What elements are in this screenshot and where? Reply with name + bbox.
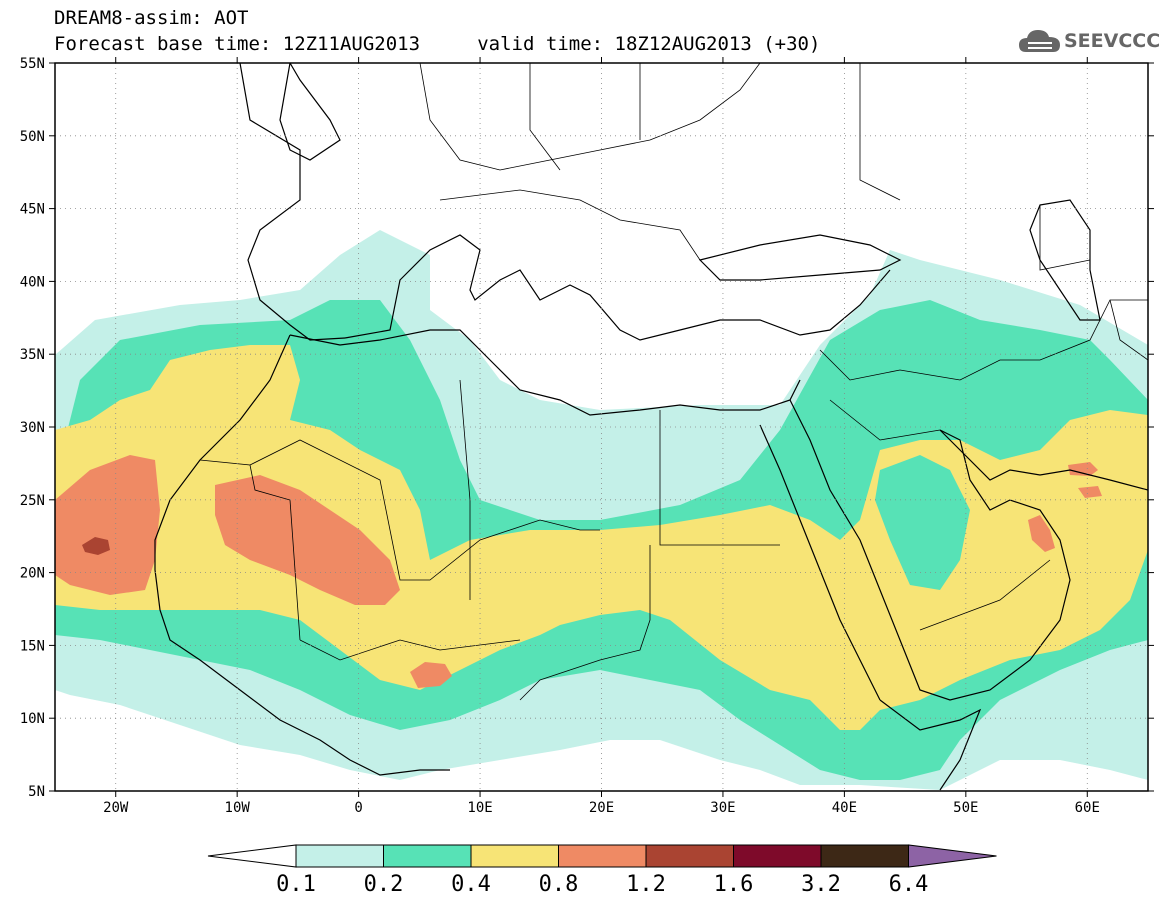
border-africa-1 <box>199 459 301 641</box>
lon-label: 40E <box>832 800 857 816</box>
aot-band-1.2 <box>82 537 110 555</box>
coast-arabia <box>789 399 1071 701</box>
lon-label: 60E <box>1075 800 1100 816</box>
lat-label: 35N <box>20 347 45 363</box>
colorbar-label: 1.2 <box>626 872 666 897</box>
border-europe-1 <box>419 63 761 171</box>
colorbar-label: 0.8 <box>539 872 579 897</box>
coast-persian-gulf <box>939 429 1148 491</box>
lon-label: 30E <box>710 800 735 816</box>
coast-west-africa <box>154 334 450 776</box>
colorbar-label: 0.1 <box>276 872 316 897</box>
colorbar-label: 0.4 <box>451 872 491 897</box>
colorbar-label: 0.2 <box>364 872 404 897</box>
lat-label: 40N <box>20 274 45 290</box>
coast-north-africa <box>289 329 801 416</box>
lat-label: 10N <box>20 711 45 727</box>
lat-labels: 55N 50N 45N 40N 35N 30N 25N 20N 15N 10N 5N <box>20 56 45 800</box>
border-africa-6 <box>299 639 521 661</box>
coast-europe-atlantic <box>239 63 346 341</box>
coast-caspian <box>1029 199 1101 321</box>
border-arabia <box>829 399 1051 631</box>
aot-band-0.8-sahara <box>215 475 400 605</box>
lat-label: 20N <box>20 566 45 582</box>
aot-band-0.8-west <box>55 455 160 595</box>
colorbar-arrow-high <box>908 844 997 868</box>
seevccc-logo: SEEVCCC <box>1018 24 1161 60</box>
lon-label: 10W <box>225 800 251 816</box>
coast-mediterranean-north <box>344 234 891 341</box>
coast-britain <box>279 63 341 161</box>
colorbar <box>207 844 997 868</box>
lat-label: 15N <box>20 638 45 654</box>
cloud-icon <box>1019 30 1060 52</box>
lon-labels: 20W 10W 0 10E 20E 30E 40E 50E 60E <box>103 800 1100 816</box>
lat-label: 55N <box>20 56 45 72</box>
lon-label: 20E <box>589 800 614 816</box>
colorbar-segment <box>470 844 559 868</box>
border-europe-2 <box>439 189 701 261</box>
colorbar-label: 1.6 <box>714 872 754 897</box>
border-africa-4 <box>659 410 780 546</box>
coast-horn-africa <box>879 699 982 791</box>
coast-red-sea <box>759 424 881 701</box>
colorbar-segment <box>558 844 647 868</box>
lat-label: 45N <box>20 202 45 218</box>
aot-band-0.2-arabia <box>875 455 970 590</box>
lat-label: 30N <box>20 420 45 436</box>
colorbar-segment <box>820 844 909 868</box>
colorbar-label: 6.4 <box>889 872 929 897</box>
colorbar-segment <box>383 844 472 868</box>
border-middle-east <box>819 299 1148 381</box>
lat-label: 50N <box>20 129 45 145</box>
colorbar-segment <box>733 844 822 868</box>
graticule <box>55 63 1148 791</box>
aot-fields <box>55 230 1148 790</box>
border-central-asia <box>1039 205 1148 361</box>
aot-band-0.8-niger <box>410 662 452 688</box>
aot-band-0.8-iran2 <box>1078 486 1102 498</box>
forecast-times: Forecast base time: 12Z11AUG2013 valid t… <box>54 33 821 55</box>
axis-ticks <box>49 57 1154 797</box>
colorbar-label: 3.2 <box>801 872 841 897</box>
lat-label: 5N <box>28 784 45 800</box>
lon-label: 10E <box>467 800 492 816</box>
aot-band-0.8-oman <box>1028 515 1055 552</box>
border-africa-5 <box>519 545 651 701</box>
country-borders <box>199 63 1148 701</box>
logo-text: SEEVCCC <box>1064 30 1161 52</box>
lon-label: 0 <box>354 800 362 816</box>
lon-label: 50E <box>953 800 978 816</box>
aot-band-0.4 <box>55 345 1148 730</box>
border-africa-2 <box>249 439 600 581</box>
lat-label: 25N <box>20 493 45 509</box>
border-europe-3 <box>529 63 901 201</box>
colorbar-labels: 0.1 0.2 0.4 0.8 1.2 1.6 3.2 6.4 <box>276 872 928 897</box>
colorbar-segment <box>295 844 384 868</box>
colorbar-segment <box>645 844 734 868</box>
product-title: DREAM8-assim: AOT <box>54 7 249 29</box>
aot-band-0.8-iran <box>1068 462 1098 476</box>
colorbar-arrow-low <box>207 844 297 868</box>
lon-label: 20W <box>103 800 129 816</box>
coast-black-sea <box>698 234 902 281</box>
coastlines <box>154 63 1148 791</box>
